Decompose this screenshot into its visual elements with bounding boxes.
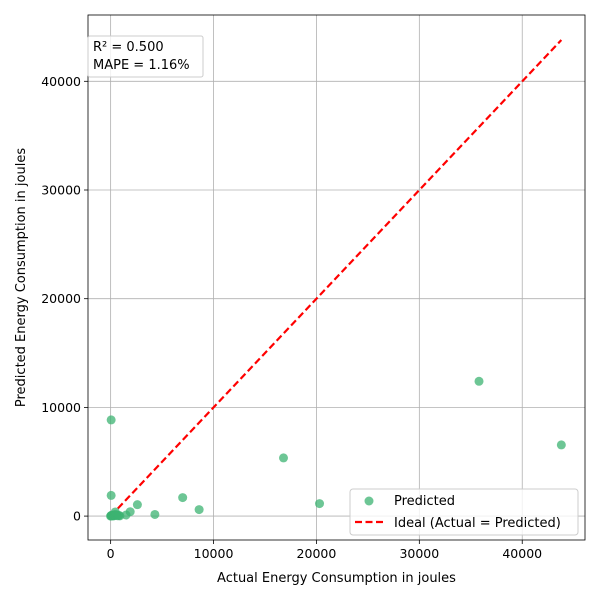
- y-tick-label: 40000: [41, 74, 81, 89]
- legend-marker-predicted: [364, 496, 374, 506]
- scatter-point: [150, 509, 160, 519]
- scatter-point: [474, 376, 484, 386]
- stats-r-squared: R² = 0.500: [93, 40, 164, 55]
- y-tick-label: 0: [73, 509, 81, 524]
- legend-frame: [349, 488, 579, 536]
- scatter-point: [106, 415, 116, 425]
- legend-label-ideal: Ideal (Actual = Predicted): [394, 516, 561, 531]
- scatter-point: [194, 505, 204, 515]
- x-tick-label: 0: [107, 546, 115, 561]
- y-tick-label: 10000: [41, 400, 81, 415]
- ideal-line: [109, 39, 563, 517]
- scatter-point: [178, 493, 188, 503]
- scatter-point: [132, 500, 142, 510]
- stats-box: R² = 0.500 MAPE = 1.16%: [87, 35, 204, 78]
- legend: Predicted Ideal (Actual = Predicted): [349, 488, 579, 536]
- plot-frame: [87, 14, 586, 541]
- axis-ticks: 0 10000 20000 30000 40000 0 10000 20000 30000 400…: [41, 74, 542, 561]
- grid: [88, 15, 585, 540]
- x-axis-label: Actual Energy Consumption in joules: [217, 571, 456, 586]
- x-tick-label: 10000: [194, 546, 234, 561]
- stats-mape: MAPE = 1.16%: [93, 58, 190, 73]
- stats-box-frame: [87, 35, 204, 78]
- y-tick-label: 20000: [41, 291, 81, 306]
- scatter-point: [279, 453, 289, 463]
- scatter-point: [315, 499, 325, 509]
- x-tick-label: 20000: [297, 546, 337, 561]
- scatter-point: [110, 507, 120, 517]
- ideal-line-layer: [109, 39, 563, 517]
- scatter-point: [125, 507, 135, 517]
- y-tick-label: 30000: [41, 183, 81, 198]
- legend-label-predicted: Predicted: [394, 494, 455, 509]
- y-axis-label: Predicted Energy Consumption in joules: [14, 148, 29, 407]
- x-tick-label: 40000: [502, 546, 542, 561]
- scatter-point: [556, 440, 566, 450]
- x-tick-label: 30000: [399, 546, 439, 561]
- scatter-points: [106, 376, 566, 521]
- scatter-point: [106, 490, 116, 500]
